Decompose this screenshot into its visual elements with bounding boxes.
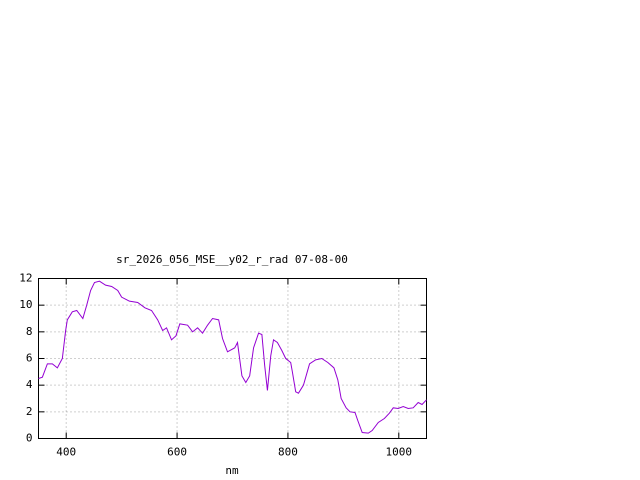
chart-title: sr_2026_056_MSE__y02_r_rad 07-08-00 xyxy=(116,253,348,266)
data-line xyxy=(38,280,427,434)
y-tick-label: 6 xyxy=(26,352,33,365)
x-tick-label: 400 xyxy=(56,446,76,459)
x-tick-label: 600 xyxy=(167,446,187,459)
x-tick-label: 1000 xyxy=(386,446,413,459)
y-tick-label: 2 xyxy=(26,405,33,418)
y-tick-label: 4 xyxy=(26,378,33,391)
x-axis-label: nm xyxy=(225,464,239,477)
y-tick-label: 0 xyxy=(26,432,33,445)
y-tick-label: 8 xyxy=(26,325,33,338)
plot-border xyxy=(38,278,427,439)
y-tick-label: 10 xyxy=(19,298,32,311)
x-tick-label: 800 xyxy=(278,446,298,459)
y-tick-label: 12 xyxy=(19,272,32,285)
